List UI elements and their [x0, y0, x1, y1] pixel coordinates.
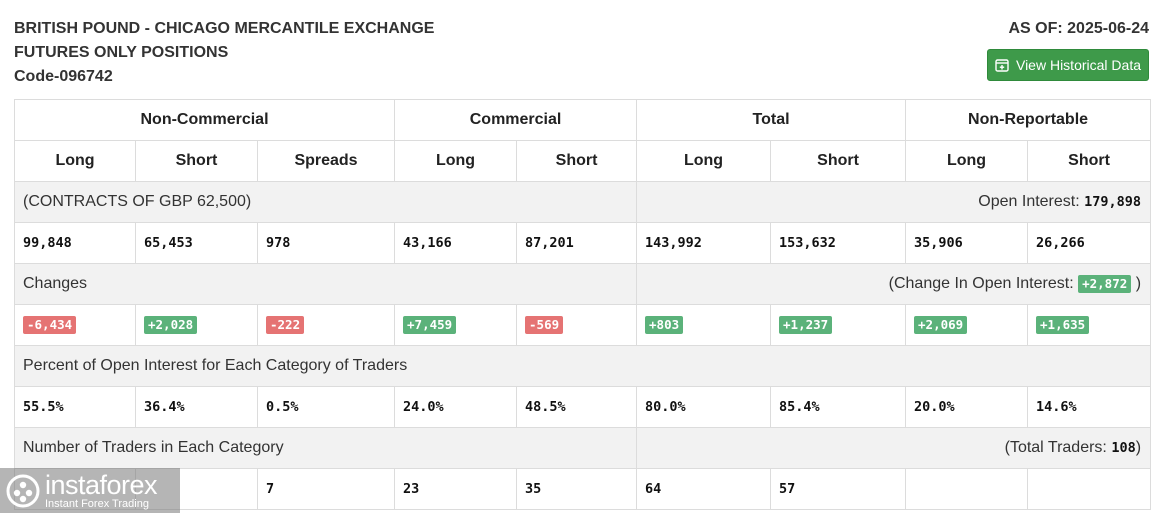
- change-badge: +2,069: [914, 316, 968, 334]
- table-cell: +7,459: [394, 304, 518, 346]
- group-header-row: Non-Commercial Commercial Total Non-Repo…: [13, 99, 1152, 141]
- traders-label: Number of Traders in Each Category: [13, 427, 638, 469]
- open-interest-label: Open Interest:: [978, 193, 1085, 210]
- table-cell: 64: [636, 468, 772, 510]
- col-header: Long: [905, 140, 1029, 182]
- contracts-values-row: 99,848 65,453 978 43,166 87,201 143,992 …: [14, 222, 1152, 264]
- watermark-tagline: Instant Forex Trading: [45, 497, 149, 510]
- instaforex-watermark: instaforex Instant Forex Trading: [0, 468, 180, 513]
- total-traders-label: (Total Traders:: [1004, 439, 1112, 456]
- table-cell: +2,028: [135, 304, 258, 346]
- change-badge: +803: [645, 316, 684, 334]
- table-cell: 65,453: [135, 222, 258, 264]
- table-cell: -569: [516, 304, 638, 346]
- report-subtitle: FUTURES ONLY POSITIONS: [14, 44, 229, 61]
- calendar-plus-icon: [995, 59, 1009, 72]
- table-cell: +1,635: [1027, 304, 1152, 346]
- table-cell: 978: [256, 222, 396, 264]
- contracts-band-row: (CONTRACTS OF GBP 62,500) Open Interest:…: [13, 181, 1152, 223]
- table-cell: 14.6%: [1027, 386, 1152, 428]
- table-cell: 87,201: [516, 222, 638, 264]
- group-commercial: Commercial: [394, 99, 638, 141]
- traders-band-row: Number of Traders in Each Category (Tota…: [13, 427, 1152, 469]
- col-header: Long: [14, 140, 136, 182]
- table-cell: -222: [256, 304, 396, 346]
- changes-values-row: -6,434 +2,028 -222 +7,459 -569 +803 +1,2…: [14, 304, 1152, 346]
- table-cell: 23: [394, 468, 518, 510]
- percent-label: Percent of Open Interest for Each Catego…: [13, 345, 1152, 387]
- table-cell: +803: [636, 304, 772, 346]
- total-traders-close: ): [1135, 439, 1142, 456]
- change-badge: +1,635: [1036, 316, 1090, 334]
- table-cell: 99,848: [14, 222, 136, 264]
- col-header: Short: [1027, 140, 1152, 182]
- total-traders: (Total Traders: 108): [636, 427, 1152, 469]
- table-cell: 48.5%: [516, 386, 638, 428]
- change-open-interest-label: (Change In Open Interest:: [888, 275, 1079, 292]
- table-cell: 57: [770, 468, 907, 510]
- table-cell: 7: [256, 468, 396, 510]
- cot-positions-table: Non-Commercial Commercial Total Non-Repo…: [13, 99, 1152, 510]
- col-header: Long: [394, 140, 518, 182]
- table-cell: 0.5%: [256, 386, 396, 428]
- open-interest: Open Interest: 179,898: [636, 181, 1152, 223]
- col-header: Short: [516, 140, 638, 182]
- col-header: Long: [636, 140, 772, 182]
- changes-band-row: Changes (Change In Open Interest: +2,872…: [13, 263, 1152, 305]
- table-cell: 143,992: [636, 222, 772, 264]
- report-code: Code-096742: [14, 68, 113, 85]
- change-badge: +2,028: [144, 316, 198, 334]
- open-interest-value: 179,898: [1084, 194, 1142, 210]
- sub-header-row: Long Short Spreads Long Short Long Short…: [14, 140, 1152, 182]
- report-title: BRITISH POUND - CHICAGO MERCANTILE EXCHA…: [14, 20, 435, 37]
- table-cell: +2,069: [905, 304, 1029, 346]
- traders-values-row: 7 23 35 64 57: [14, 468, 1152, 510]
- col-header: Short: [770, 140, 907, 182]
- table-cell: 153,632: [770, 222, 907, 264]
- table-cell: 85.4%: [770, 386, 907, 428]
- table-cell: 26,266: [1027, 222, 1152, 264]
- change-badge: -569: [525, 316, 564, 334]
- change-open-interest-close: ): [1131, 275, 1142, 292]
- change-open-interest: (Change In Open Interest: +2,872 ): [636, 263, 1152, 305]
- as-of-block: AS OF: 2025-06-24: [1008, 17, 1149, 41]
- table-cell: [905, 468, 1029, 510]
- change-badge: +7,459: [403, 316, 457, 334]
- table-cell: 80.0%: [636, 386, 772, 428]
- table-cell: 20.0%: [905, 386, 1029, 428]
- table-cell: -6,434: [14, 304, 136, 346]
- contracts-label: (CONTRACTS OF GBP 62,500): [13, 181, 638, 223]
- view-historical-data-label: View Historical Data: [1015, 57, 1141, 73]
- watermark-text: instaforex Instant Forex Trading: [45, 469, 158, 510]
- col-header: Short: [135, 140, 258, 182]
- table-cell: 24.0%: [394, 386, 518, 428]
- table-cell: +1,237: [770, 304, 907, 346]
- table-cell: 35: [516, 468, 638, 510]
- percent-values-row: 55.5% 36.4% 0.5% 24.0% 48.5% 80.0% 85.4%…: [14, 386, 1152, 428]
- as-of-date: AS OF: 2025-06-24: [1008, 20, 1149, 37]
- change-open-interest-badge: +2,872: [1078, 275, 1132, 293]
- view-historical-data-button[interactable]: View Historical Data: [987, 49, 1149, 81]
- table-cell: 35,906: [905, 222, 1029, 264]
- watermark-brand: instaforex: [45, 469, 158, 500]
- change-badge: -6,434: [23, 316, 77, 334]
- group-non-reportable: Non-Reportable: [905, 99, 1152, 141]
- group-total: Total: [636, 99, 907, 141]
- change-badge: -222: [266, 316, 305, 334]
- table-cell: 55.5%: [14, 386, 136, 428]
- changes-label: Changes: [13, 263, 638, 305]
- report-title-block: BRITISH POUND - CHICAGO MERCANTILE EXCHA…: [14, 17, 434, 89]
- change-badge: +1,237: [779, 316, 833, 334]
- table-cell: 36.4%: [135, 386, 258, 428]
- col-header: Spreads: [256, 140, 396, 182]
- table-cell: 43,166: [394, 222, 518, 264]
- table-cell: [1027, 468, 1152, 510]
- instaforex-logo-icon: [6, 474, 40, 507]
- group-non-commercial: Non-Commercial: [13, 99, 396, 141]
- percent-band-row: Percent of Open Interest for Each Catego…: [13, 345, 1152, 387]
- total-traders-value: 108: [1111, 440, 1136, 456]
